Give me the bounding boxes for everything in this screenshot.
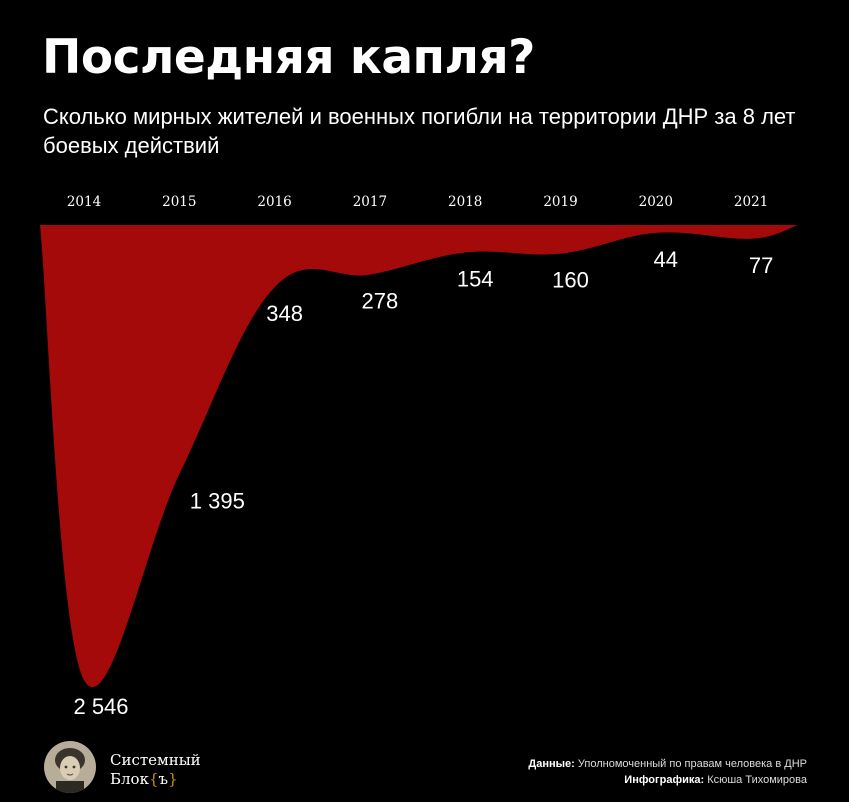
- value-label-2021: 77: [749, 253, 773, 278]
- page-subtitle: Сколько мирных жителей и военных погибли…: [43, 104, 796, 158]
- year-axis: 2014 2015 2016 2017 2018 2019 2020 2021: [67, 194, 768, 210]
- year-label-2017: 2017: [353, 194, 387, 210]
- year-label-2018: 2018: [448, 194, 482, 210]
- value-labels: 2 546 1 395 348 278 154 160 44 77: [73, 247, 773, 719]
- year-label-2016: 2016: [257, 194, 291, 210]
- credit-value: Ксюша Тихомирова: [707, 774, 807, 786]
- portrait-avatar-icon: [44, 741, 96, 793]
- year-label-2014: 2014: [67, 194, 101, 210]
- value-label-2016: 348: [266, 301, 303, 326]
- credit-label: Инфографика:: [624, 774, 705, 786]
- deaths-area: [40, 225, 798, 688]
- value-label-2017: 278: [362, 289, 399, 314]
- brand-name: Блок: [110, 770, 149, 788]
- brand-line2: Блок{ъ}: [110, 770, 201, 789]
- source-label: Данные:: [528, 758, 575, 770]
- credits: Данные: Уполномоченный по правам человек…: [528, 756, 807, 788]
- source-line: Данные: Уполномоченный по правам человек…: [528, 756, 807, 772]
- value-label-2020: 44: [654, 247, 678, 272]
- value-label-2018: 154: [457, 267, 494, 292]
- value-label-2019: 160: [552, 268, 589, 293]
- brand-brace-close: }: [168, 770, 178, 788]
- year-label-2019: 2019: [543, 194, 577, 210]
- brand-line1: Системный: [110, 751, 201, 769]
- value-label-2014: 2 546: [73, 694, 128, 719]
- year-label-2020: 2020: [639, 194, 673, 210]
- value-label-2015: 1 395: [190, 488, 245, 513]
- brand-brace-open: {: [148, 770, 159, 788]
- brand: Системный Блок{ъ}: [110, 751, 201, 789]
- year-label-2021: 2021: [734, 194, 768, 210]
- brand-brace-char: ъ: [158, 770, 169, 788]
- credit-line: Инфографика: Ксюша Тихомирова: [528, 772, 807, 788]
- source-value: Уполномоченный по правам человека в ДНР: [577, 758, 807, 770]
- year-label-2015: 2015: [162, 194, 196, 210]
- avatar: [44, 741, 96, 793]
- page-title: Последняя капля?: [42, 30, 535, 85]
